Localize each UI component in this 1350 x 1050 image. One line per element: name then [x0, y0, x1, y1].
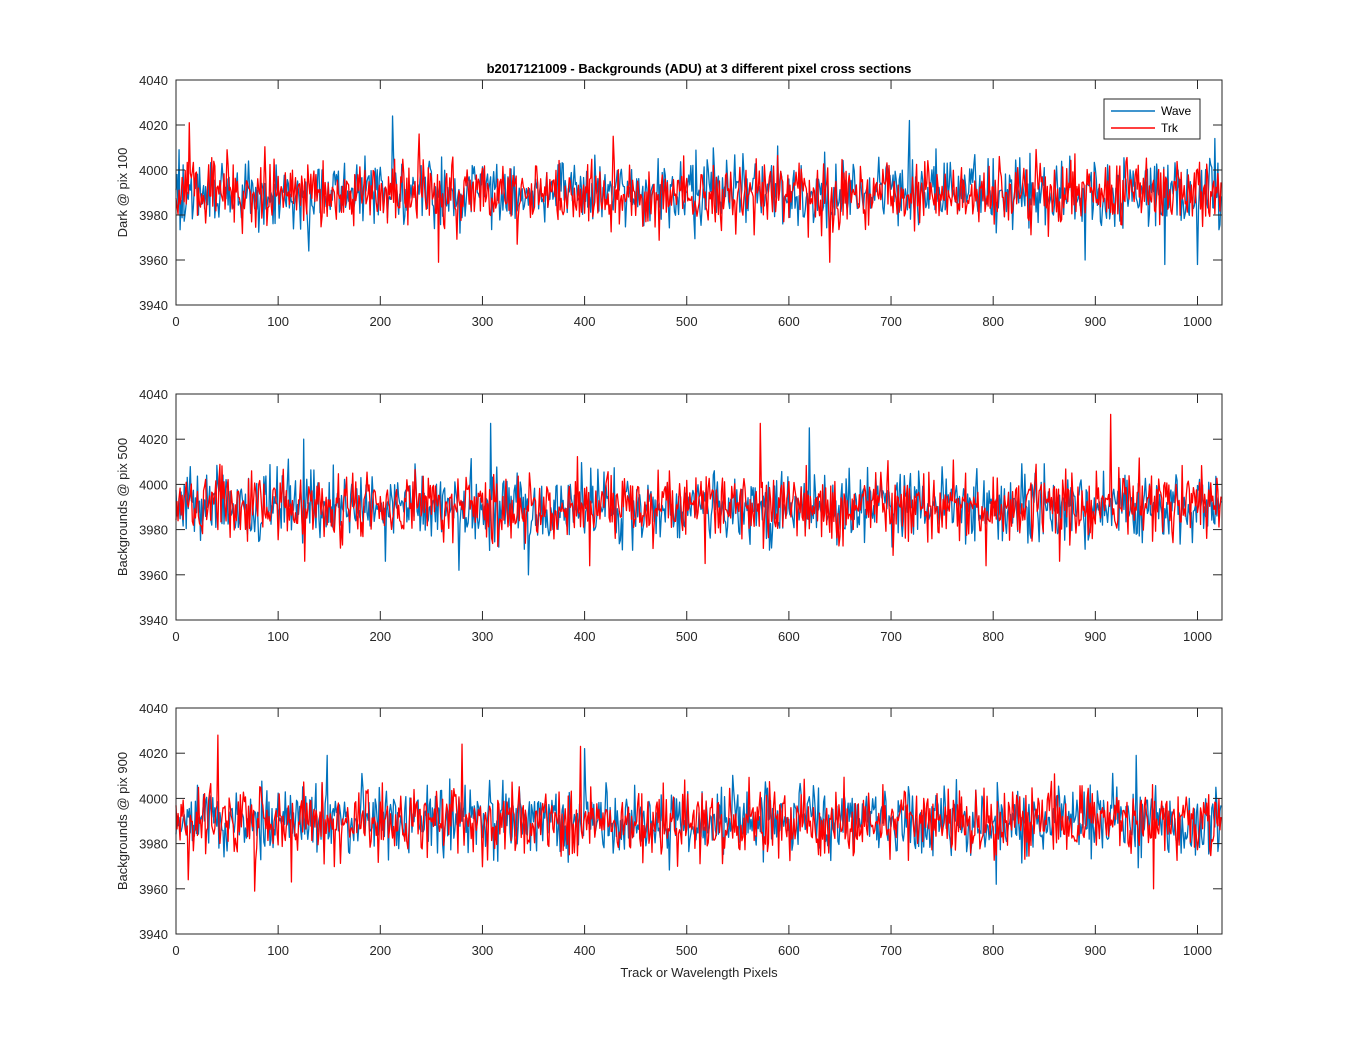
x-tick-label: 300	[472, 629, 494, 644]
x-tick-label: 600	[778, 629, 800, 644]
x-tick-label: 900	[1084, 943, 1106, 958]
chart-title: b2017121009 - Backgrounds (ADU) at 3 dif…	[487, 61, 912, 76]
y-tick-label: 3940	[139, 298, 168, 313]
series-line-trk	[175, 734, 1222, 892]
x-tick-label: 800	[982, 314, 1004, 329]
subplot-3: 0 100 200 300 400 500 600 700 800 900 1000 3940 3960…	[115, 701, 1223, 958]
x-tick-label: 700	[880, 314, 902, 329]
x-tick-label: 0	[172, 314, 179, 329]
y-tick-label: 3960	[139, 253, 168, 268]
x-tick-label: 300	[472, 314, 494, 329]
axes-box	[175, 79, 1223, 306]
y-axis-label: Backgrounds @ pix 900	[115, 752, 130, 890]
x-tick-label: 400	[574, 314, 596, 329]
x-tick-label: 1000	[1183, 314, 1212, 329]
x-tick-label: 100	[267, 943, 289, 958]
axes-box	[175, 393, 1223, 621]
x-tick-label: 400	[574, 629, 596, 644]
subplot-1: 0 100 200 300 400 500 600 700 800 900 1000 3940 3960…	[115, 73, 1223, 329]
y-tick-label: 4000	[139, 163, 168, 178]
y-tick-label: 4020	[139, 118, 168, 133]
x-tick-label: 900	[1084, 629, 1106, 644]
legend: Wave Trk	[1103, 98, 1201, 140]
x-tick-label: 700	[880, 943, 902, 958]
x-tick-label: 600	[778, 943, 800, 958]
x-tick-label: 1000	[1183, 629, 1212, 644]
x-tick-label: 200	[369, 314, 391, 329]
legend-label-trk: Trk	[1161, 121, 1179, 135]
legend-label-wave: Wave	[1161, 104, 1192, 118]
y-tick-label: 3980	[139, 208, 168, 223]
x-axis-label: Track or Wavelength Pixels	[620, 965, 778, 980]
y-tick-label: 4040	[139, 387, 168, 402]
x-tick-label: 500	[676, 314, 698, 329]
y-tick-label: 4040	[139, 73, 168, 88]
x-tick-label: 700	[880, 629, 902, 644]
y-axis-label: Dark @ pix 100	[115, 148, 130, 238]
y-tick-label: 3940	[139, 927, 168, 942]
series-line-trk	[175, 122, 1222, 263]
x-tick-label: 100	[267, 629, 289, 644]
y-tick-label: 3980	[139, 837, 168, 852]
y-tick-label: 3940	[139, 613, 168, 628]
x-tick-label: 0	[172, 943, 179, 958]
subplot-2: 0 100 200 300 400 500 600 700 800 900 1000 3940 3960…	[115, 387, 1223, 644]
y-axis-label: Backgrounds @ pix 500	[115, 438, 130, 576]
y-tick-label: 3960	[139, 568, 168, 583]
series-line-wave	[175, 748, 1222, 885]
x-tick-label: 900	[1084, 314, 1106, 329]
y-tick-label: 4040	[139, 701, 168, 716]
y-tick-label: 4000	[139, 477, 168, 492]
axes-box	[175, 707, 1223, 935]
x-tick-label: 200	[369, 629, 391, 644]
x-tick-label: 500	[676, 629, 698, 644]
subplots: 0 100 200 300 400 500 600 700 800 900 100039403960…	[115, 73, 1223, 958]
y-tick-label: 3980	[139, 523, 168, 538]
x-tick-label: 300	[472, 943, 494, 958]
y-tick-label: 3960	[139, 882, 168, 897]
x-tick-label: 1000	[1183, 943, 1212, 958]
series-line-trk	[175, 413, 1222, 567]
x-tick-label: 100	[267, 314, 289, 329]
x-tick-label: 600	[778, 314, 800, 329]
y-tick-label: 4020	[139, 432, 168, 447]
x-tick-label: 400	[574, 943, 596, 958]
x-tick-label: 500	[676, 943, 698, 958]
x-tick-label: 800	[982, 629, 1004, 644]
x-tick-label: 0	[172, 629, 179, 644]
x-tick-label: 800	[982, 943, 1004, 958]
x-tick-label: 200	[369, 943, 391, 958]
legend-box	[1103, 98, 1201, 140]
y-tick-label: 4000	[139, 791, 168, 806]
y-tick-label: 4020	[139, 746, 168, 761]
